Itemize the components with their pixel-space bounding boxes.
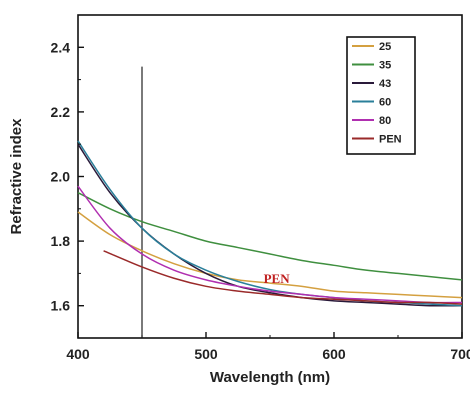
y-tick-label: 1.6: [51, 298, 71, 314]
series-line-80: [77, 185, 463, 304]
legend-label: 35: [379, 60, 391, 72]
y-tick-label: 2.4: [51, 39, 71, 55]
y-axis-label: Refractive index: [8, 118, 25, 235]
x-tick-label: 400: [66, 346, 90, 362]
legend-box: [346, 36, 416, 155]
legend-label: 60: [379, 97, 391, 109]
y-tick-label: 2.0: [51, 169, 71, 185]
legend-label: 43: [379, 78, 391, 90]
legend-label: 80: [379, 115, 391, 127]
legend: 25 35 43 60 80 PEN: [346, 36, 416, 155]
series-line-pen: [103, 250, 463, 305]
legend-label: 25: [379, 41, 391, 53]
legend-label: PEN: [379, 134, 402, 146]
x-tick-label: 500: [194, 346, 218, 362]
series-line-25: [77, 211, 463, 299]
x-tick-label: 600: [322, 346, 346, 362]
series-line-35: [77, 191, 463, 281]
y-tick-label: 2.2: [51, 104, 71, 120]
y-tick-label: 1.8: [51, 233, 71, 249]
annotation-label: PEN: [264, 271, 291, 286]
x-axis-label: Wavelength (nm): [210, 369, 330, 386]
x-tick-label: 700: [450, 346, 470, 362]
